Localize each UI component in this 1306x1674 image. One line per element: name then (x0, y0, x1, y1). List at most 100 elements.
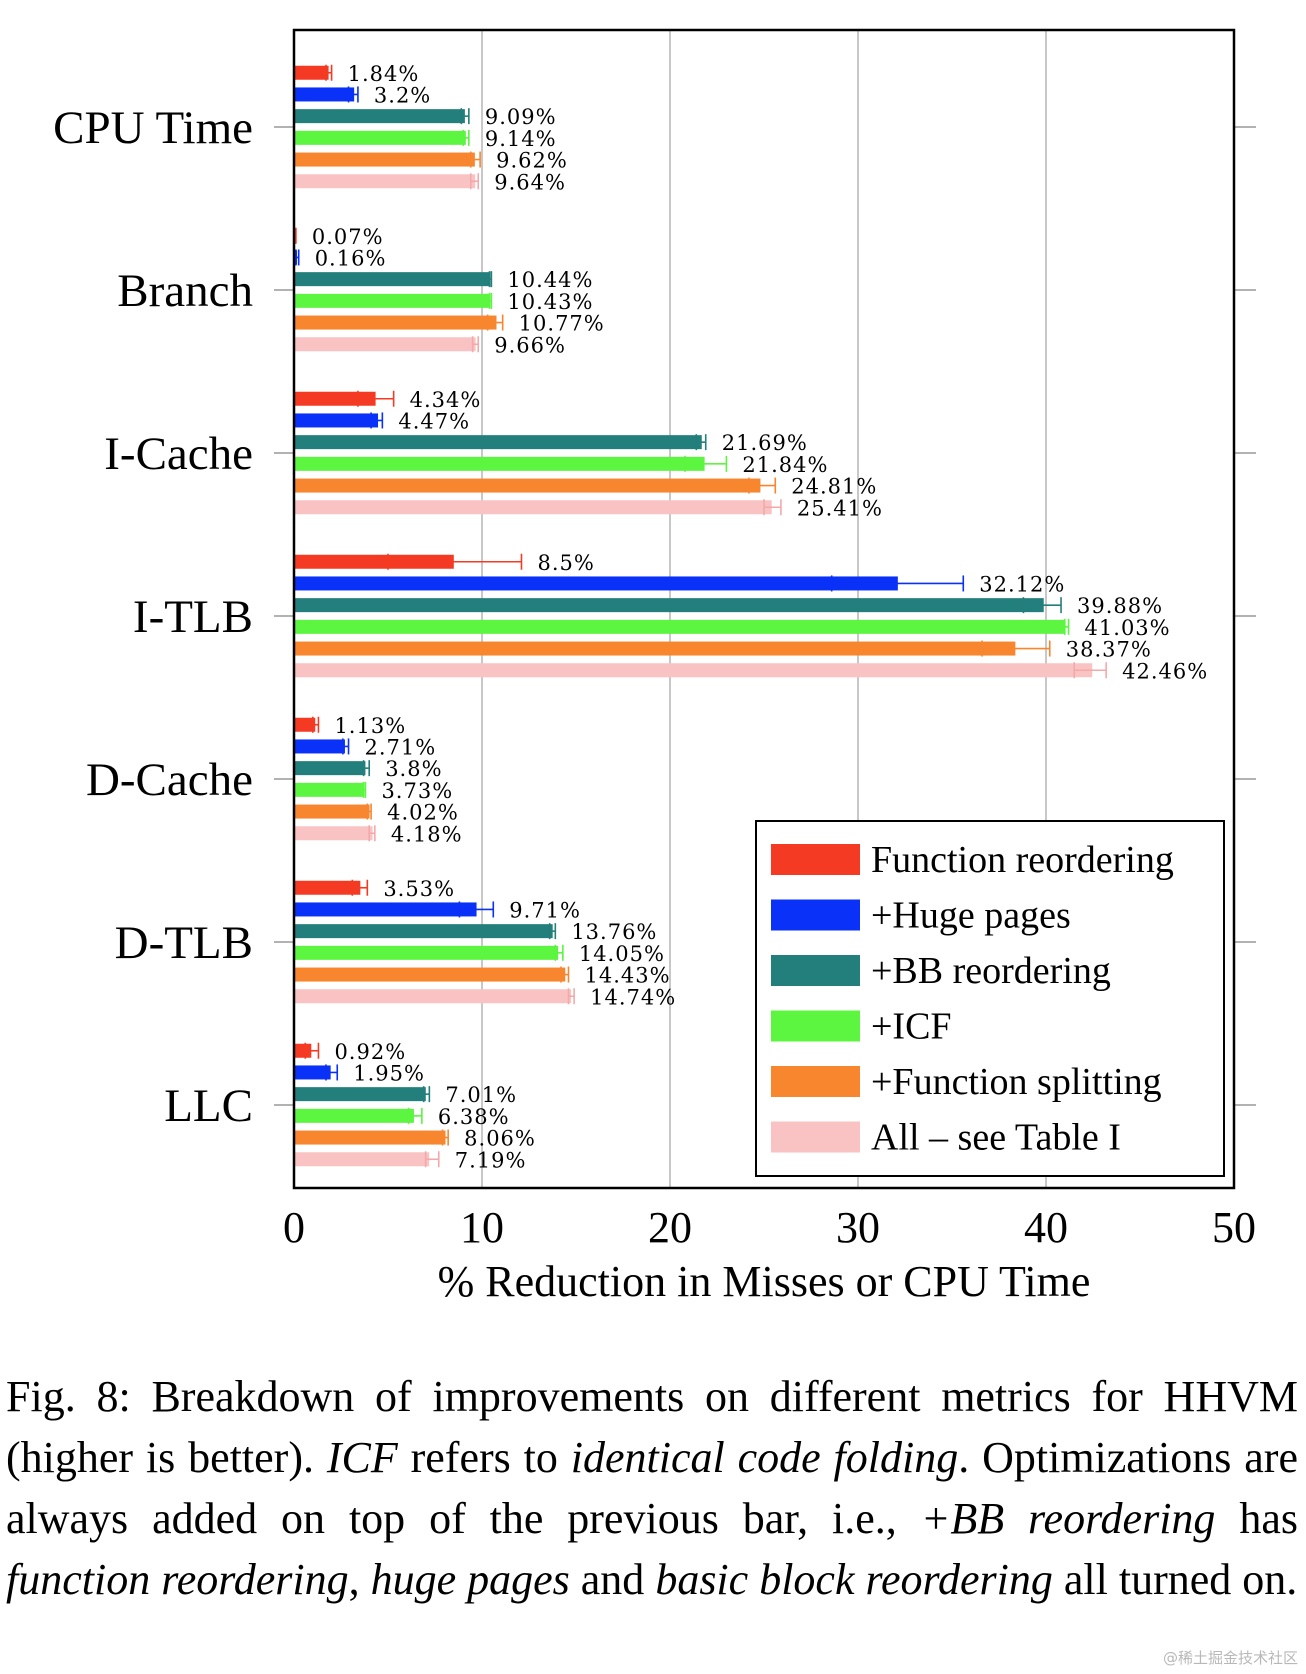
data-label: 9.62% (496, 149, 568, 173)
bar (294, 1065, 331, 1080)
caption-text: Fig. 8: Breakdown of improvements on dif… (6, 1372, 1298, 1482)
data-label: 3.73% (381, 779, 453, 803)
data-label: 32.12% (979, 572, 1065, 596)
data-label: 42.46% (1122, 659, 1208, 683)
caption-italic: huge pages (370, 1555, 570, 1604)
data-label: 9.14% (485, 127, 557, 151)
x-tick-label: 0 (283, 1203, 305, 1252)
caption-text: has (1215, 1494, 1298, 1543)
bar (294, 456, 705, 471)
legend-item: +BB reordering (771, 950, 1111, 992)
bar (294, 717, 316, 732)
series-group: 3.2% 0.16% 4.47% 32.12% 2.71% 9.71% 1.95% (294, 83, 1065, 1085)
category-label: I-TLB (133, 591, 253, 643)
data-label: 1.95% (353, 1061, 425, 1085)
category-label: D-TLB (115, 917, 253, 969)
data-label: 24.81% (791, 475, 877, 499)
bar (294, 1043, 312, 1058)
bar (294, 87, 355, 102)
x-tick-label: 30 (836, 1203, 880, 1252)
data-label: 1.13% (334, 714, 406, 738)
data-label: 14.74% (590, 985, 676, 1009)
data-label: 21.69% (722, 431, 808, 455)
data-label: 7.19% (455, 1148, 527, 1172)
data-label: 41.03% (1085, 616, 1171, 640)
x-axis-title: % Reduction in Misses or CPU Time (438, 1257, 1091, 1306)
bar (294, 1108, 414, 1123)
data-label: 21.84% (742, 453, 828, 477)
caption-italic: basic block reordering (655, 1555, 1053, 1604)
data-label: 4.34% (410, 388, 482, 412)
bar (294, 989, 572, 1004)
data-label: 3.53% (383, 877, 455, 901)
caption-text: . Optimizations are always added on top … (6, 1433, 1298, 1543)
category-label: I-Cache (104, 428, 253, 480)
figure-caption: Fig. 8: Breakdown of improvements on dif… (6, 1366, 1298, 1610)
bar (294, 337, 476, 352)
bar (294, 272, 491, 287)
series-group: 9.09% 10.44% 21.69% 39.88% 3.8% 13.76% 7.01% (294, 105, 1163, 1107)
caption-text: all turned on. (1052, 1555, 1298, 1604)
category-label: D-Cache (86, 754, 253, 806)
data-label: 7.01% (445, 1083, 517, 1107)
data-label: 0.07% (312, 225, 384, 249)
legend-item: All – see Table I (771, 1117, 1121, 1159)
legend-item: +Huge pages (771, 895, 1071, 937)
data-label: 10.77% (519, 312, 605, 336)
legend-box (755, 820, 1225, 1177)
bar (294, 315, 497, 330)
data-label: 25.41% (797, 496, 883, 520)
data-label: 1.84% (348, 62, 420, 86)
caption-italic: ICF (326, 1433, 398, 1482)
bar (294, 174, 476, 189)
bar (294, 109, 465, 124)
bar (294, 576, 898, 591)
data-label: 4.02% (387, 801, 459, 825)
data-label: 4.18% (391, 822, 463, 846)
legend-label: +ICF (871, 1006, 952, 1048)
data-label: 3.2% (374, 83, 431, 107)
data-label: 38.37% (1066, 638, 1152, 662)
caption-italic: identical code folding (570, 1433, 959, 1482)
data-label: 14.43% (584, 964, 670, 988)
bar (294, 478, 761, 493)
category-label: CPU Time (53, 102, 253, 154)
data-label: 10.43% (507, 290, 593, 314)
series-group: 9.64% 9.66% 25.41% 42.46% 4.18% 14.74% 7.19% (294, 170, 1208, 1172)
series-group: 9.14% 10.43% 21.84% 41.03% 3.73% 14.05% 6.38% (294, 127, 1171, 1129)
data-label: 10.44% (507, 268, 593, 292)
caption-text: , (348, 1555, 371, 1604)
x-tick-label: 50 (1212, 1203, 1256, 1252)
data-label: 14.05% (579, 942, 665, 966)
data-label: 9.66% (494, 333, 566, 357)
bar (294, 804, 370, 819)
bar (294, 826, 373, 841)
data-label: 6.38% (438, 1105, 510, 1129)
bar (294, 152, 475, 167)
category-labels: CPU Time Branch I-Cache I-TLB D-Cache D-TLB LL… (53, 102, 253, 1132)
legend-swatch (771, 844, 860, 875)
bar (294, 782, 365, 797)
caption-italic: +BB reordering (920, 1494, 1216, 1543)
bar (294, 554, 454, 569)
legend-label: +Huge pages (871, 895, 1071, 937)
bar (294, 945, 559, 960)
bar (294, 391, 376, 406)
bar (294, 761, 366, 776)
bar (294, 739, 345, 754)
data-label: 2.71% (365, 735, 437, 759)
bar (294, 293, 491, 308)
data-label: 3.8% (385, 757, 442, 781)
bar (294, 1152, 430, 1167)
legend-swatch (771, 955, 860, 986)
caption-text: refers to (397, 1433, 571, 1482)
category-label: Branch (117, 265, 253, 317)
watermark: @稀土掘金技术社区 (1162, 1649, 1298, 1667)
legend-swatch (771, 1010, 860, 1042)
data-label: 9.09% (485, 105, 557, 129)
bar (294, 413, 379, 428)
data-label: 0.16% (315, 246, 387, 270)
data-label: 39.88% (1077, 594, 1163, 618)
bar (294, 967, 566, 982)
data-label: 8.5% (537, 551, 594, 575)
